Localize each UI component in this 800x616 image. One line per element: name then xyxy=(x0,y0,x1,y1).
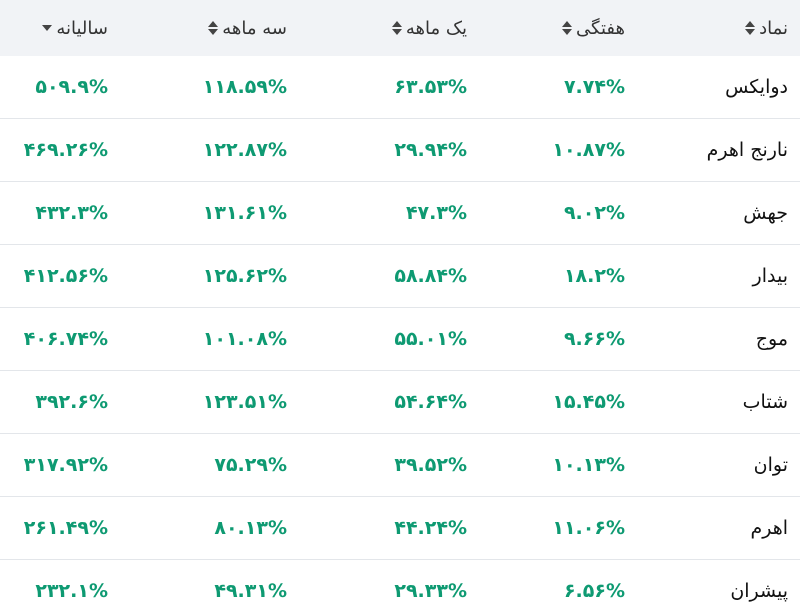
symbol-name: پیشران xyxy=(730,580,788,602)
return-value: ۳۱۷.۹۲% xyxy=(23,454,108,476)
return-value: ۵۰۹.۹% xyxy=(35,76,108,98)
header-label: نماد xyxy=(759,17,788,39)
symbol-name: توان xyxy=(753,454,788,476)
return-value: ۷۵.۲۹% xyxy=(214,454,287,476)
sort-icon[interactable] xyxy=(744,18,756,38)
return-value: ۱۲۳.۵۱% xyxy=(202,391,287,413)
sort-icon[interactable] xyxy=(207,18,219,38)
symbol-name: اهرم xyxy=(750,517,788,539)
table-row: نارنج اهرم ۱۰.۸۷% ۲۹.۹۴% ۱۲۲.۸۷% ۴۶۹.۲۶% xyxy=(0,119,800,182)
return-value: ۴۴.۲۴% xyxy=(394,517,467,539)
table-row: شتاب ۱۵.۴۵% ۵۴.۶۴% ۱۲۳.۵۱% ۳۹۲.۶% xyxy=(0,371,800,434)
return-value: ۳۹.۵۲% xyxy=(394,454,467,476)
table-row: توان ۱۰.۱۳% ۳۹.۵۲% ۷۵.۲۹% ۳۱۷.۹۲% xyxy=(0,434,800,497)
return-value: ۲۹.۹۴% xyxy=(394,139,467,161)
symbol-name: شتاب xyxy=(742,391,788,413)
table-header: نماد هفتگی یک ماهه سه ماهه سالیانه xyxy=(0,0,800,56)
return-value: ۴۷.۳% xyxy=(405,202,467,224)
return-value: ۱۰۱.۰۸% xyxy=(202,328,287,350)
column-header[interactable]: سه ماهه xyxy=(207,0,287,56)
return-value: ۸۰.۱۳% xyxy=(214,517,287,539)
header-label: یک ماهه xyxy=(405,17,467,39)
column-header[interactable]: نماد xyxy=(744,0,788,56)
header-label: سه ماهه xyxy=(222,17,287,39)
return-value: ۲۹.۳۳% xyxy=(394,580,467,602)
column-header[interactable]: سالیانه xyxy=(41,0,108,56)
table-row: اهرم ۱۱.۰۶% ۴۴.۲۴% ۸۰.۱۳% ۲۶۱.۴۹% xyxy=(0,497,800,560)
return-value: ۴۱۲.۵۶% xyxy=(23,265,108,287)
symbol-name: جهش xyxy=(743,202,788,224)
symbol-name: موج xyxy=(755,328,788,350)
return-value: ۱۳۱.۶۱% xyxy=(202,202,287,224)
sort-icon[interactable] xyxy=(561,18,573,38)
return-value: ۶۳.۵۳% xyxy=(394,76,467,98)
symbol-name: نارنج اهرم xyxy=(706,139,788,161)
return-value: ۵۵.۰۱% xyxy=(394,328,467,350)
table-row: موج ۹.۶۶% ۵۵.۰۱% ۱۰۱.۰۸% ۴۰۶.۷۴% xyxy=(0,308,800,371)
column-header[interactable]: هفتگی xyxy=(561,0,625,56)
return-value: ۹.۶۶% xyxy=(563,328,625,350)
symbol-name: بیدار xyxy=(752,265,788,287)
symbol-name: دوایکس xyxy=(725,76,788,98)
table-row: جهش ۹.۰۲% ۴۷.۳% ۱۳۱.۶۱% ۴۳۲.۳% xyxy=(0,182,800,245)
sort-icon[interactable] xyxy=(391,18,403,38)
return-value: ۱۲۵.۶۲% xyxy=(202,265,287,287)
return-value: ۱۰.۸۷% xyxy=(552,139,625,161)
header-label: هفتگی xyxy=(576,17,625,39)
header-label: سالیانه xyxy=(56,17,108,39)
return-value: ۱۰.۱۳% xyxy=(552,454,625,476)
return-value: ۴۹.۳۱% xyxy=(214,580,287,602)
column-header[interactable]: یک ماهه xyxy=(391,0,467,56)
return-value: ۵۸.۸۴% xyxy=(394,265,467,287)
return-value: ۳۹۲.۶% xyxy=(35,391,108,413)
table-row: بیدار ۱۸.۲% ۵۸.۸۴% ۱۲۵.۶۲% ۴۱۲.۵۶% xyxy=(0,245,800,308)
return-value: ۹.۰۲% xyxy=(563,202,625,224)
return-value: ۱۸.۲% xyxy=(563,265,625,287)
return-value: ۲۶۱.۴۹% xyxy=(23,517,108,539)
return-value: ۱۵.۴۵% xyxy=(552,391,625,413)
return-value: ۴۰۶.۷۴% xyxy=(23,328,108,350)
return-value: ۶.۵۶% xyxy=(563,580,625,602)
table-row: پیشران ۶.۵۶% ۲۹.۳۳% ۴۹.۳۱% ۲۳۲.۱% xyxy=(0,560,800,616)
table-row: دوایکس ۷.۷۴% ۶۳.۵۳% ۱۱۸.۵۹% ۵۰۹.۹% xyxy=(0,56,800,119)
return-value: ۴۶۹.۲۶% xyxy=(23,139,108,161)
return-value: ۱۱.۰۶% xyxy=(552,517,625,539)
return-value: ۵۴.۶۴% xyxy=(394,391,467,413)
return-value: ۷.۷۴% xyxy=(563,76,625,98)
return-value: ۱۱۸.۵۹% xyxy=(202,76,287,98)
return-value: ۴۳۲.۳% xyxy=(35,202,108,224)
sort-icon[interactable] xyxy=(41,18,53,38)
return-value: ۲۳۲.۱% xyxy=(35,580,108,602)
return-value: ۱۲۲.۸۷% xyxy=(202,139,287,161)
